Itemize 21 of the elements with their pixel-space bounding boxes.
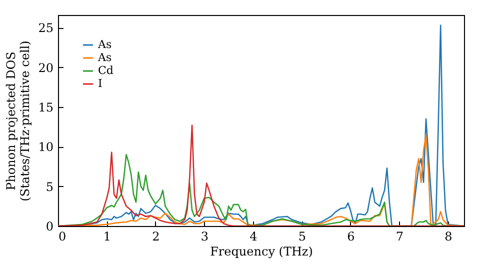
y-axis-title: Phonon projected DOS (States/THz·primitive cell) <box>4 40 32 202</box>
legend-label: As <box>97 38 112 51</box>
legend-label: As <box>97 51 112 64</box>
x-tick-label: 3 <box>200 230 209 244</box>
y-tick-label: 15 <box>38 100 54 115</box>
x-tick-label: 2 <box>152 230 160 244</box>
x-tick-label: 5 <box>298 230 306 244</box>
x-tick-label: 6 <box>347 230 355 244</box>
legend-label: I <box>98 77 102 90</box>
x-axis-title: Frequency (THz) <box>210 244 313 258</box>
y-tick-label: 0 <box>46 220 54 234</box>
x-tick-label: 7 <box>396 230 404 244</box>
y-tick-label: 25 <box>38 21 54 36</box>
x-tick-label: 1 <box>103 230 112 244</box>
x-tick-label: 8 <box>444 230 452 244</box>
x-tick-label: 4 <box>250 230 258 244</box>
legend-label: Cd <box>98 64 114 77</box>
y-tick-label: 10 <box>38 140 54 154</box>
y-tick-label: 5 <box>46 180 54 194</box>
x-tick-label: 0 <box>58 230 66 244</box>
y-tick-label: 20 <box>38 60 54 75</box>
